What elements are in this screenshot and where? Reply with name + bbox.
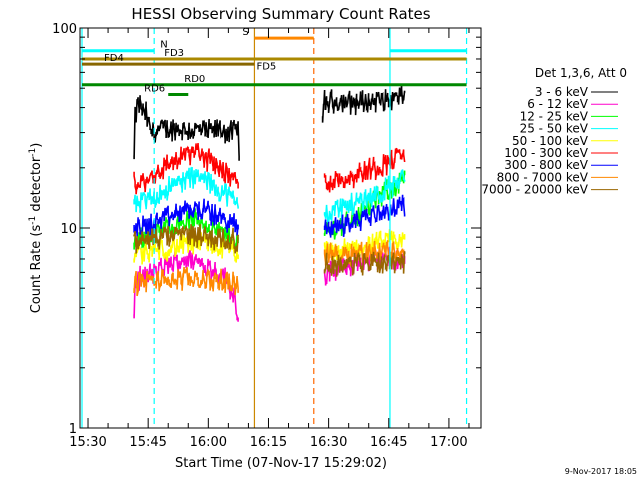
flag-label-5: FD5 xyxy=(256,61,276,72)
y-tick-label-0: 1 xyxy=(69,422,77,437)
series-line-7-segment-0 xyxy=(133,266,239,297)
series-line-3-segment-0 xyxy=(133,166,239,213)
flag-label-2: S xyxy=(242,27,248,38)
timestamp: 9-Nov-2017 18:05 xyxy=(565,467,637,476)
x-tick-label-1: 15:45 xyxy=(129,435,166,450)
series-line-4-segment-1 xyxy=(323,229,406,263)
legend-label-5: 100 - 300 keV xyxy=(504,146,588,160)
legend-label-8: 7000 - 20000 keV xyxy=(481,183,588,197)
legend-label-4: 50 - 100 keV xyxy=(512,134,589,148)
series-line-3-segment-1 xyxy=(323,169,406,224)
series-line-8-segment-0 xyxy=(133,223,239,254)
x-tick-label-4: 16:30 xyxy=(310,435,347,450)
x-tick-label-0: 15:30 xyxy=(69,435,106,450)
x-tick-label-5: 16:45 xyxy=(370,435,407,450)
y-axis-label-mid: detector xyxy=(29,156,44,216)
x-tick-label-3: 16:15 xyxy=(250,435,287,450)
x-axis-label: Start Time (07-Nov-17 15:29:02) xyxy=(175,456,387,471)
y-axis-label-sup2: -1 xyxy=(28,148,38,157)
y-axis-ticks: 1 10 100 xyxy=(52,22,481,437)
series-line-5-segment-0 xyxy=(133,142,239,195)
flag-label-6: RD0 xyxy=(184,74,205,85)
legend-label-7: 800 - 7000 keV xyxy=(497,170,589,184)
legend-label-6: 300 - 800 keV xyxy=(504,158,588,172)
flag-label-7: RD6 xyxy=(144,84,165,95)
legend-label-2: 12 - 25 keV xyxy=(520,109,589,123)
series-line-5-segment-1 xyxy=(323,147,406,193)
series-line-8-segment-1 xyxy=(323,251,406,277)
flag-label-3: FD3 xyxy=(164,48,184,59)
series-line-0-segment-1 xyxy=(321,84,406,123)
chart-title: HESSI Observing Summary Count Rates xyxy=(131,5,430,23)
flag-label-4: FD4 xyxy=(104,53,124,64)
series-traces xyxy=(133,84,406,322)
legend-label-3: 25 - 50 keV xyxy=(520,122,589,136)
series-line-0-segment-0 xyxy=(133,95,240,161)
y-axis-label-end: ) xyxy=(29,143,44,148)
flag-bars: N S FD3 FD4 FD5 RD0 RD6 xyxy=(82,27,467,97)
series-line-6-segment-0 xyxy=(133,198,239,237)
x-tick-label-2: 16:00 xyxy=(190,435,227,450)
y-axis-label-sup1: -1 xyxy=(28,216,38,225)
y-axis-label: Count Rate (s-1 detector-1) xyxy=(28,143,44,314)
series-line-6-segment-1 xyxy=(323,194,406,238)
x-axis-ticks: 15:30 15:45 16:00 16:15 16:30 16:45 17:00 xyxy=(69,28,470,450)
legend-label-1: 6 - 12 keV xyxy=(527,97,589,111)
y-axis-label-main: Count Rate (s xyxy=(29,225,44,314)
legend-title: Det 1,3,6, Att 0 xyxy=(535,66,627,80)
legend-label-0: 3 - 6 keV xyxy=(535,85,589,99)
flag-label-0: N xyxy=(160,40,167,51)
y-tick-label-2: 100 xyxy=(52,22,77,37)
x-tick-label-6: 17:00 xyxy=(430,435,467,450)
y-tick-label-1: 10 xyxy=(60,222,77,237)
